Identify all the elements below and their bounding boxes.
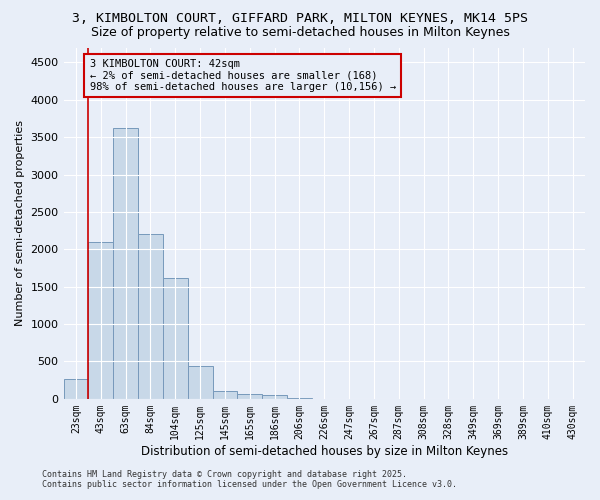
X-axis label: Distribution of semi-detached houses by size in Milton Keynes: Distribution of semi-detached houses by … bbox=[141, 444, 508, 458]
Bar bbox=[88, 242, 113, 399]
Bar bbox=[262, 396, 287, 399]
Text: 3, KIMBOLTON COURT, GIFFARD PARK, MILTON KEYNES, MK14 5PS: 3, KIMBOLTON COURT, GIFFARD PARK, MILTON… bbox=[72, 12, 528, 26]
Bar bbox=[113, 128, 138, 399]
Bar bbox=[64, 378, 88, 399]
Bar bbox=[188, 366, 212, 399]
Bar bbox=[287, 398, 312, 399]
Text: 3 KIMBOLTON COURT: 42sqm
← 2% of semi-detached houses are smaller (168)
98% of s: 3 KIMBOLTON COURT: 42sqm ← 2% of semi-de… bbox=[89, 58, 396, 92]
Text: Size of property relative to semi-detached houses in Milton Keynes: Size of property relative to semi-detach… bbox=[91, 26, 509, 39]
Bar bbox=[163, 278, 188, 399]
Bar bbox=[212, 390, 238, 399]
Bar bbox=[138, 234, 163, 399]
Bar bbox=[238, 394, 262, 399]
Text: Contains HM Land Registry data © Crown copyright and database right 2025.
Contai: Contains HM Land Registry data © Crown c… bbox=[42, 470, 457, 489]
Y-axis label: Number of semi-detached properties: Number of semi-detached properties bbox=[15, 120, 25, 326]
